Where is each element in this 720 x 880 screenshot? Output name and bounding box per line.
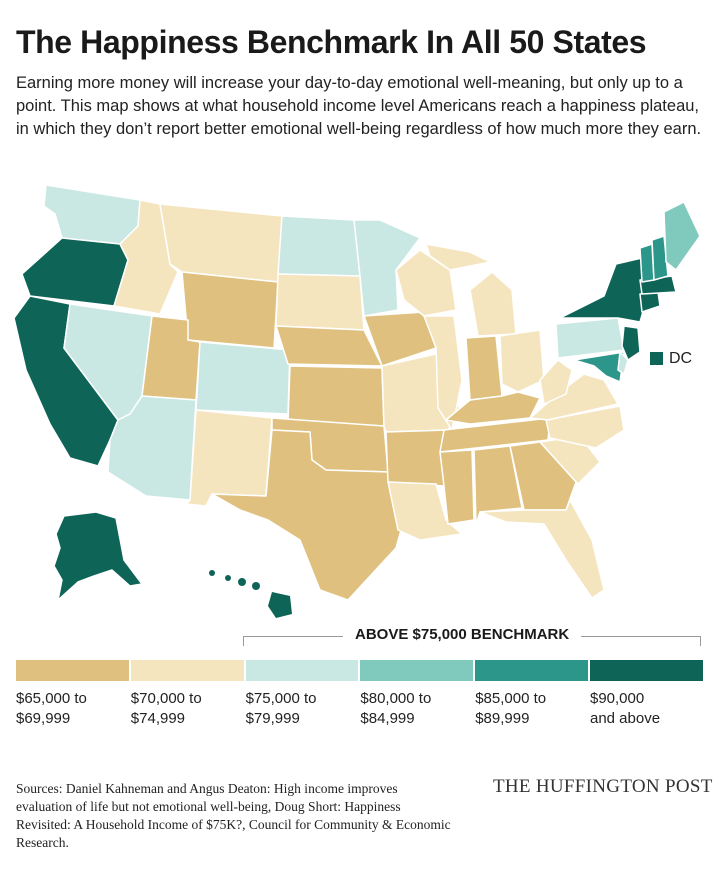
legend-item: $70,000 to $74,999 <box>130 660 246 729</box>
intro-paragraph: Earning more money will increase your da… <box>16 74 702 138</box>
dc-label: DC <box>669 350 693 367</box>
legend-label: $65,000 to <box>16 690 87 707</box>
state-wisconsin <box>395 249 457 317</box>
legend: $65,000 to $69,999 $70,000 to $74,999 $75,… <box>16 660 705 729</box>
legend-label: $74,999 <box>130 710 186 727</box>
state-louisiana <box>387 481 463 541</box>
state-montana <box>159 203 283 283</box>
legend-label: $79,999 <box>245 710 300 727</box>
legend-item: $65,000 to $69,999 <box>16 660 131 729</box>
legend-swatch <box>245 660 359 681</box>
legend-swatch <box>130 660 244 681</box>
page-title: The Happiness Benchmark In All 50 States <box>16 24 647 60</box>
state-maryland <box>573 351 625 383</box>
state-alabama <box>473 445 523 525</box>
legend-label: $69,999 <box>16 710 71 727</box>
state-georgia <box>509 441 577 511</box>
state-maine <box>663 201 701 271</box>
legend-label: $75,000 to <box>245 690 317 707</box>
state-indiana <box>465 335 503 401</box>
us-map <box>13 184 701 618</box>
state-texas <box>211 429 411 601</box>
state-connecticut <box>639 291 661 313</box>
state-ohio <box>499 329 545 393</box>
state-kentucky <box>445 391 541 425</box>
state-new-mexico <box>185 409 273 507</box>
legend-swatch <box>360 660 474 681</box>
legend-label: $90,000 <box>589 690 645 707</box>
legend-swatch <box>475 660 588 681</box>
legend-label: $85,000 to <box>475 690 547 707</box>
state-michigan <box>469 271 517 337</box>
legend-item: $90,000 and above <box>589 660 705 729</box>
state-alaska <box>53 511 143 601</box>
state-nebraska <box>275 325 383 367</box>
state-west-virginia <box>539 359 573 405</box>
legend-label: $89,999 <box>475 710 530 727</box>
state-new-york <box>559 257 649 323</box>
state-new-jersey <box>621 325 641 361</box>
legend-label: $84,999 <box>360 710 415 727</box>
state-wyoming <box>181 271 279 349</box>
legend-swatch <box>589 660 703 681</box>
legend-label: and above <box>589 710 661 727</box>
legend-label: $70,000 to <box>130 690 202 707</box>
state-delaware <box>617 351 629 375</box>
state-minnesota <box>353 219 421 317</box>
state-florida <box>479 499 605 599</box>
state-kansas <box>287 365 385 427</box>
state-hawaii <box>209 570 292 618</box>
publisher-logo: THE HUFFINGTON POST <box>493 776 713 797</box>
legend-swatch <box>16 660 129 681</box>
sources-note: Sources: Daniel Kahneman and Angus Deato… <box>16 781 451 850</box>
state-colorado <box>195 341 291 415</box>
state-oregon <box>21 237 129 307</box>
state-washington <box>43 184 141 245</box>
state-michigan-upper <box>425 243 491 271</box>
state-pennsylvania <box>555 317 625 359</box>
legend-label: $80,000 to <box>360 690 432 707</box>
legend-item: $80,000 to $84,999 <box>360 660 475 729</box>
legend-item: $85,000 to $89,999 <box>475 660 590 729</box>
state-arkansas <box>385 429 449 487</box>
state-south-dakota <box>275 273 365 331</box>
state-north-dakota <box>277 215 361 277</box>
legend-item: $75,000 to $79,999 <box>245 660 361 729</box>
benchmark-label: ABOVE $75,000 BENCHMARK <box>343 626 582 643</box>
dc-marker <box>650 352 663 365</box>
state-tennessee <box>439 417 551 453</box>
state-mississippi <box>439 449 475 525</box>
state-new-hampshire <box>651 235 669 281</box>
